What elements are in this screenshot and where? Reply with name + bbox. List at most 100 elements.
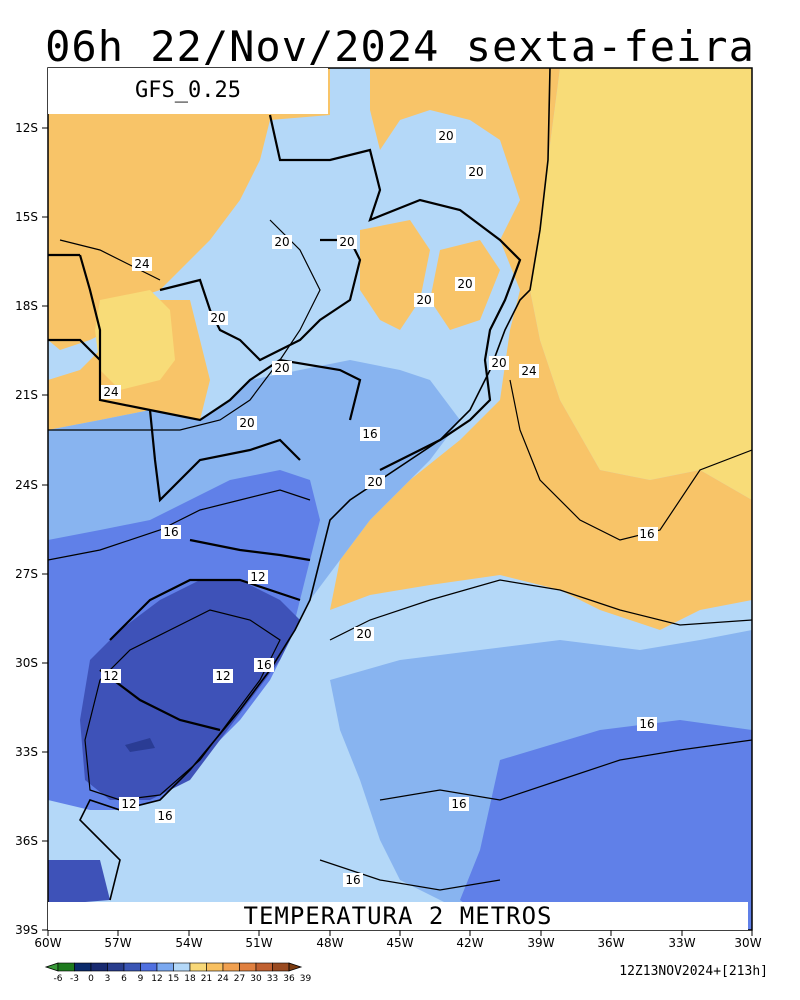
svg-text:20: 20 bbox=[210, 311, 225, 325]
lon-label: 36W bbox=[597, 936, 624, 950]
lon-label: 39W bbox=[527, 936, 554, 950]
svg-text:24: 24 bbox=[134, 257, 149, 271]
contour-label: 16 bbox=[637, 717, 657, 731]
colorbar-arrow-left bbox=[44, 962, 59, 972]
contour-label: 16 bbox=[638, 527, 658, 541]
svg-text:20: 20 bbox=[356, 627, 371, 641]
colorbar-tick-label: 18 bbox=[184, 974, 196, 984]
contour-label: 16 bbox=[155, 809, 175, 823]
contour-label: 16 bbox=[161, 525, 181, 539]
fill-dark-blue-sw bbox=[48, 860, 110, 905]
colorbar-swatch bbox=[123, 962, 141, 972]
contour-label: 16 bbox=[449, 797, 469, 811]
lat-label: 18S bbox=[15, 299, 38, 313]
colorbar-tick-label: 6 bbox=[121, 974, 127, 984]
fill-warm-orange-n bbox=[370, 68, 560, 200]
svg-text:12: 12 bbox=[103, 669, 118, 683]
colorbar-swatch bbox=[74, 962, 92, 972]
contour-label: 20 bbox=[237, 416, 257, 430]
svg-text:16: 16 bbox=[362, 427, 377, 441]
contour-16-s bbox=[48, 489, 311, 561]
lon-label: 60W bbox=[34, 936, 61, 950]
svg-text:16: 16 bbox=[345, 873, 360, 887]
fill-warm-orange-ocean bbox=[330, 150, 752, 630]
colorbar-swatch bbox=[255, 962, 273, 972]
colorbar-tick-label: 36 bbox=[283, 974, 295, 984]
lon-label: 30W bbox=[734, 936, 761, 950]
colorbar-arrow-right bbox=[288, 962, 303, 972]
contour-20-ocean-s bbox=[319, 859, 501, 891]
border-uruguay bbox=[99, 669, 221, 732]
contour-label: 12 bbox=[101, 669, 121, 683]
contour-label: 20 bbox=[272, 361, 292, 375]
colorbar-tick-label: 27 bbox=[234, 974, 245, 984]
svg-text:24: 24 bbox=[521, 364, 536, 378]
contour-12 bbox=[84, 609, 281, 801]
fill-warm-yellow-w bbox=[95, 290, 175, 390]
colorbar-swatch bbox=[272, 962, 290, 972]
svg-text:20: 20 bbox=[367, 475, 382, 489]
svg-text:24: 24 bbox=[103, 385, 118, 399]
contour-label: 16 bbox=[254, 658, 274, 672]
fill-blue-ocean bbox=[460, 720, 752, 930]
colorbar-tick-label: 24 bbox=[217, 974, 229, 984]
border-states-2 bbox=[78, 254, 362, 422]
contour-label: 20 bbox=[436, 129, 456, 143]
colorbar-swatch bbox=[239, 962, 257, 972]
lat-axis: 12S 15S 18S 21S 24S 27S 30S 33S 36S 39S bbox=[15, 121, 48, 937]
lat-label: 39S bbox=[15, 923, 38, 937]
colorbar: -6 -3 0 3 6 9 12 15 18 21 24 27 30 33 36 39 bbox=[44, 962, 312, 984]
contour-label: 20 bbox=[365, 475, 385, 489]
lon-label: 33W bbox=[668, 936, 695, 950]
lon-axis: 60W 57W 54W 51W 48W 45W 42W 39W 36W 33W … bbox=[34, 930, 762, 950]
contour-16-ocean bbox=[379, 739, 752, 801]
lat-label: 27S bbox=[15, 567, 38, 581]
lat-label: 15S bbox=[15, 210, 38, 224]
colorbar-tick-label: 39 bbox=[300, 974, 312, 984]
lat-label: 36S bbox=[15, 834, 38, 848]
contour-label: 20 bbox=[489, 356, 509, 370]
lat-label: 21S bbox=[15, 388, 38, 402]
svg-text:12: 12 bbox=[121, 797, 136, 811]
lat-label: 12S bbox=[15, 121, 38, 135]
map-title: 06h 22/Nov/2024 sexta-feira bbox=[45, 22, 755, 71]
border-states-3 bbox=[159, 238, 362, 362]
variable-label: TEMPERATURA 2 METROS bbox=[48, 902, 748, 930]
lon-label: 42W bbox=[456, 936, 483, 950]
svg-text:20: 20 bbox=[457, 277, 472, 291]
fill-warm-yellow-ocean bbox=[530, 68, 752, 500]
colorbar-swatch bbox=[156, 962, 174, 972]
svg-text:16: 16 bbox=[157, 809, 172, 823]
svg-text:16: 16 bbox=[639, 717, 654, 731]
contour-label: 20 bbox=[208, 311, 228, 325]
contour-label: 20 bbox=[354, 627, 374, 641]
svg-text:20: 20 bbox=[274, 235, 289, 249]
contour-20-ocean bbox=[329, 579, 752, 641]
contour-24-nw bbox=[59, 239, 161, 281]
border-states-6 bbox=[109, 578, 301, 641]
contour-label: 24 bbox=[101, 385, 121, 399]
svg-text:16: 16 bbox=[163, 525, 178, 539]
svg-text:12: 12 bbox=[215, 669, 230, 683]
lat-label: 30S bbox=[15, 656, 38, 670]
contour-label: 12 bbox=[213, 669, 233, 683]
lon-label: 51W bbox=[245, 936, 272, 950]
border-states-5 bbox=[189, 538, 311, 562]
svg-text:20: 20 bbox=[274, 361, 289, 375]
svg-text:16: 16 bbox=[256, 658, 271, 672]
contour-label: 20 bbox=[337, 235, 357, 249]
border-states-4 bbox=[148, 409, 301, 503]
contour-label: 20 bbox=[414, 293, 434, 307]
svg-text:20: 20 bbox=[416, 293, 431, 307]
contour-label: 16 bbox=[360, 427, 380, 441]
svg-text:16: 16 bbox=[639, 527, 654, 541]
lon-label: 45W bbox=[386, 936, 413, 950]
svg-text:16: 16 bbox=[451, 797, 466, 811]
contour-label: 12 bbox=[248, 570, 268, 584]
contour-24-ocean bbox=[509, 379, 752, 541]
svg-text:20: 20 bbox=[491, 356, 506, 370]
contour-label: 24 bbox=[519, 364, 539, 378]
fill-lake bbox=[125, 738, 155, 752]
colorbar-tick-label: 21 bbox=[201, 974, 212, 984]
colorbar-swatch bbox=[140, 962, 158, 972]
